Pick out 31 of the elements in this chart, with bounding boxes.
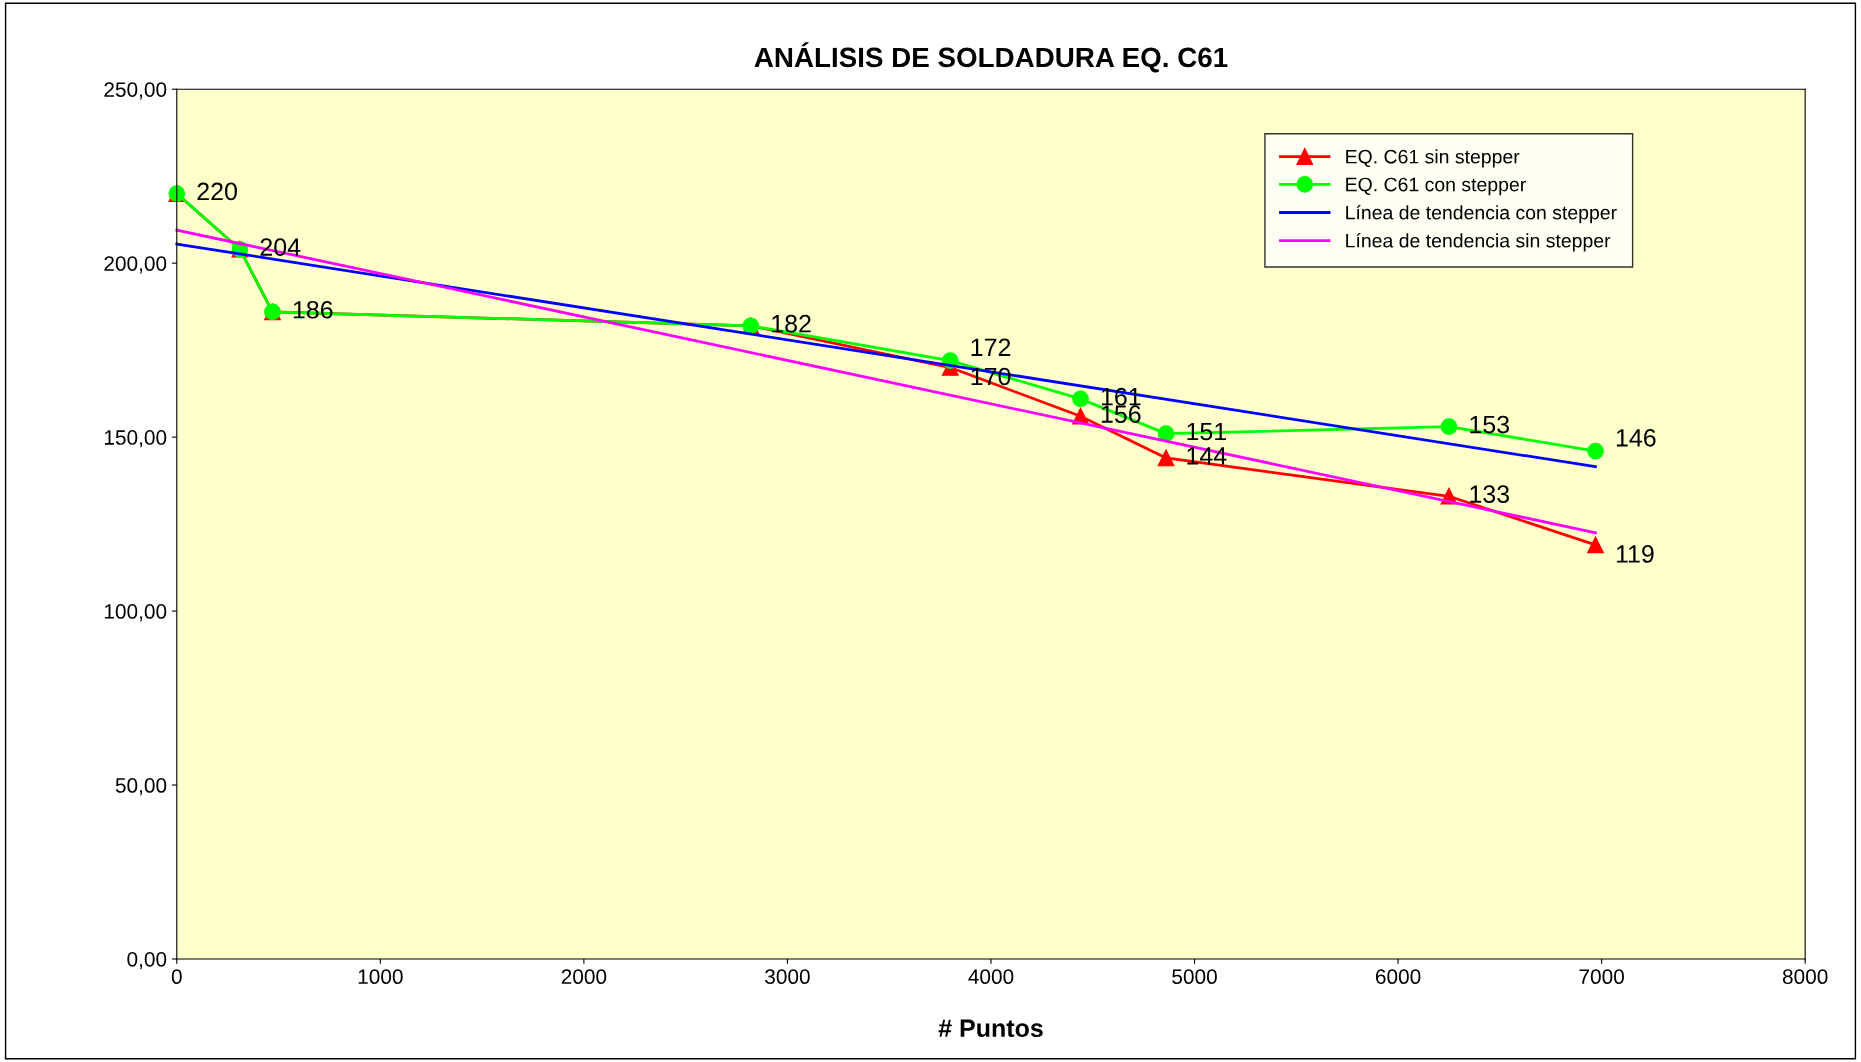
y-tick-label: 0,00 (127, 951, 167, 970)
x-tick-label: 8000 (1782, 969, 1828, 985)
data-label: 204 (260, 238, 301, 256)
chart-title: ANÁLISIS DE SOLDADURA EQ. C61 (754, 42, 1228, 73)
data-label: 146 (1616, 428, 1656, 447)
data-label: 220 (197, 182, 237, 201)
legend-label: Línea de tendencia con stepper (1346, 204, 1617, 224)
data-label: 161 (1101, 387, 1141, 406)
data-label: 172 (971, 338, 1011, 356)
legend-label: EQ. C61 con stepper (1346, 177, 1526, 196)
y-tick-label: 100,00 (104, 604, 167, 622)
data-label: 153 (1470, 415, 1510, 434)
legend-label: EQ. C61 sin stepper (1346, 149, 1520, 168)
x-tick-label: 0 (171, 969, 182, 985)
y-tick-label: 250,00 (104, 82, 167, 100)
data-label: 182 (772, 314, 811, 333)
x-tick-label: 5000 (1172, 969, 1217, 985)
legend-label: Línea de tendencia sin stepper (1346, 233, 1611, 252)
x-tick-label: 2000 (561, 969, 607, 985)
y-tick-label: 50,00 (115, 778, 167, 796)
y-tick-label: 150,00 (104, 430, 167, 448)
x-axis-title: # Puntos (938, 1019, 1043, 1038)
data-label: 144 (1187, 447, 1227, 465)
x-tick-label: 7000 (1579, 969, 1624, 985)
x-tick-label: 1000 (358, 969, 403, 985)
y-tick-label: 200,00 (104, 256, 167, 274)
data-label: 133 (1470, 485, 1510, 503)
x-tick-label: 3000 (765, 969, 810, 985)
x-tick-label: 6000 (1375, 969, 1421, 985)
data-label: 119 (1616, 545, 1654, 563)
x-tick-label: 4000 (968, 969, 1014, 985)
